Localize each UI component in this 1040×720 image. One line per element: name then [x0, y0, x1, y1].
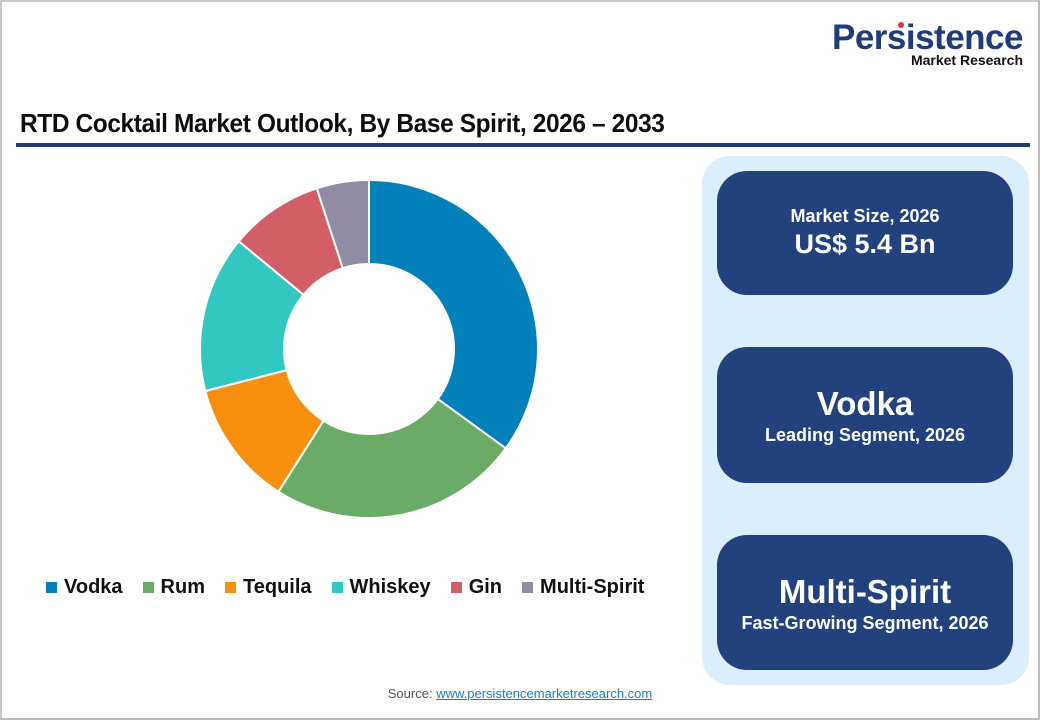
- fast-growing-segment-value: Multi-Spirit: [778, 572, 952, 610]
- legend-swatch-icon: [225, 582, 236, 593]
- market-size-value: US$ 5.4 Bn: [794, 229, 936, 259]
- leading-segment-card: Vodka Leading Segment, 2026: [717, 347, 1013, 483]
- market-size-label: Market Size, 2026: [790, 206, 940, 226]
- logo-subtitle: Market Research: [910, 52, 1023, 68]
- title-divider: [16, 143, 1030, 147]
- donut-slice-rum: [277, 397, 508, 519]
- legend-swatch-icon: [522, 582, 534, 593]
- source-line: Source: www.persistencemarketresearch.co…: [0, 686, 1040, 701]
- legend-item-tequila: Tequila: [225, 576, 312, 599]
- fast-growing-segment-label: Fast-Growing Segment, 2026: [741, 612, 989, 633]
- legend-swatch-icon: [46, 582, 57, 593]
- logo-star-icon: [897, 21, 905, 29]
- legend-swatch-icon: [450, 582, 462, 593]
- donut-slice-vodka: [368, 178, 539, 450]
- legend-item-vodka: Vodka: [46, 576, 123, 599]
- legend-label: Gin: [468, 576, 503, 598]
- legend-item-rum: Rum: [142, 576, 205, 599]
- legend-label: Vodka: [64, 576, 123, 598]
- fast-growing-segment-card: Multi-Spirit Fast-Growing Segment, 2026: [717, 535, 1013, 670]
- logo-name: Persistence: [831, 18, 1024, 57]
- market-size-card: Market Size, 2026 US$ 5.4 Bn: [717, 171, 1013, 295]
- legend-item-multi-spirit: Multi-Spirit: [522, 576, 644, 599]
- legend-swatch-icon: [331, 582, 343, 593]
- leading-segment-value: Vodka: [816, 385, 914, 422]
- donut-slice-multi-spirit: [315, 178, 370, 270]
- legend-item-gin: Gin: [450, 576, 503, 599]
- source-prefix: Source:: [387, 686, 433, 701]
- legend-swatch-icon: [142, 582, 154, 593]
- leading-segment-label: Leading Segment, 2026: [764, 425, 966, 445]
- legend-label: Whiskey: [349, 576, 431, 598]
- legend-label: Rum: [160, 576, 205, 598]
- source-link[interactable]: www.persistencemarketresearch.com: [436, 686, 653, 701]
- chart-legend: Vodka Rum Tequila Whiskey Gin Multi-Spirit: [46, 576, 664, 599]
- legend-label: Tequila: [243, 576, 312, 598]
- chart-title: RTD Cocktail Market Outlook, By Base Spi…: [20, 108, 665, 138]
- persistence-logo: Persistence Market Research: [831, 18, 1024, 68]
- donut-chart: [199, 178, 539, 519]
- legend-label: Multi-Spirit: [540, 576, 645, 598]
- legend-item-whiskey: Whiskey: [331, 576, 431, 599]
